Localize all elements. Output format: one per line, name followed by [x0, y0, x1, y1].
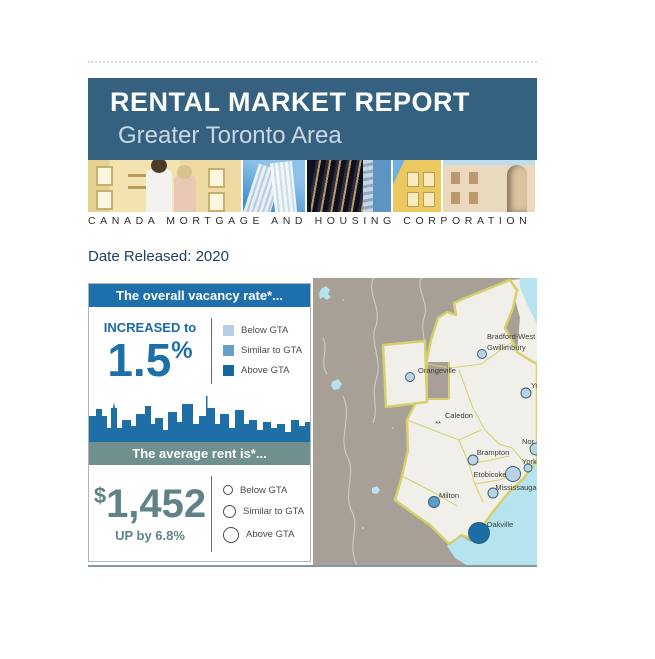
city-circle-york	[523, 463, 533, 473]
map-notch	[427, 362, 449, 399]
gta-region	[393, 278, 537, 546]
rent-legend-item: Below GTA	[223, 485, 310, 496]
city-circle-brampton	[467, 454, 479, 466]
city-label: Gwillimbury	[487, 343, 526, 352]
city-circle-oakville	[468, 522, 490, 544]
legend-circle-icon	[223, 485, 233, 495]
legend-circle-icon	[223, 526, 239, 543]
legend-divider	[211, 317, 212, 384]
photo-yellow-building	[393, 160, 441, 212]
legend-label: Above GTA	[241, 365, 290, 376]
legend-label: Below GTA	[240, 484, 288, 496]
city-label: York	[522, 457, 537, 466]
city-label: Milton	[439, 491, 459, 500]
area-labels: Caledon **	[435, 411, 473, 428]
city-label: Yo	[531, 381, 537, 390]
legend-label: Similar to GTA	[243, 505, 305, 517]
lake-simcoe	[519, 278, 537, 324]
rent-number: 1,452	[106, 482, 207, 526]
map-small-lakes	[319, 286, 380, 494]
photo-beige-building	[443, 160, 535, 212]
legend-square-icon	[223, 365, 234, 376]
vacancy-unit: %	[171, 337, 193, 364]
photo-couple-viewing-building	[88, 160, 241, 212]
rent-legend-item: Above GTA	[223, 526, 310, 543]
vacancy-legend-item: Similar to GTA	[223, 345, 310, 356]
legend-square-icon	[223, 345, 234, 356]
stats-panel: The overall vacancy rate*... INCREASED t…	[88, 283, 311, 562]
rent-legend: Below GTA Similar to GTA Above GTA	[212, 485, 310, 543]
city-circle-yo	[520, 387, 532, 399]
vacancy-value: 1.5%	[107, 337, 192, 383]
gta-map-svg: Orangeville Bradford-West Gwillimbury Yo Nor…	[313, 278, 537, 566]
city-label: Nor	[522, 437, 535, 446]
vacancy-number: 1.5	[107, 334, 172, 386]
rent-header-text: The average rent is*...	[132, 446, 267, 461]
city-markers: Orangeville Bradford-West Gwillimbury Yo Nor…	[405, 332, 537, 544]
date-released: Date Released: 2020	[88, 248, 229, 265]
report-subtitle: Greater Toronto Area	[118, 122, 342, 149]
area-label: **	[435, 419, 441, 428]
legend-circle-icon	[223, 504, 236, 518]
person-silhouette	[174, 165, 196, 212]
vacancy-change-label: INCREASED to	[103, 320, 197, 335]
top-dotted-divider	[88, 61, 537, 63]
area-label: Caledon	[445, 411, 473, 420]
city-label: Mississauga	[495, 483, 537, 492]
vacancy-legend: Below GTA Similar to GTA Above GTA	[212, 325, 310, 376]
city-circle-etobicoke	[505, 466, 521, 482]
report-title: RENTAL MARKET REPORT	[110, 87, 470, 117]
legend-label: Below GTA	[241, 325, 289, 336]
rent-currency: $	[93, 483, 107, 508]
orangeville-region	[381, 339, 429, 409]
header-band: RENTAL MARKET REPORT Greater Toronto Are…	[88, 78, 537, 160]
photo-highrise-balconies	[307, 160, 391, 212]
photo-strip	[88, 160, 537, 212]
vacancy-legend-item: Above GTA	[223, 365, 310, 376]
legend-label: Above GTA	[246, 529, 295, 540]
city-label: Oakville	[487, 520, 514, 529]
legend-divider	[211, 475, 212, 552]
city-circle-mississauga	[487, 487, 499, 499]
rent-section: $1,452 UP by 6.8% Below GTA Similar to GT…	[89, 465, 310, 562]
city-circle-milton	[428, 496, 440, 508]
rent-change-label: UP by 6.8%	[115, 528, 185, 543]
city-label: Bradford-West	[487, 332, 536, 341]
city-circle-orangeville	[405, 372, 415, 382]
city-circle-nor	[529, 442, 537, 456]
vacancy-legend-item: Below GTA	[223, 325, 310, 336]
gta-map: Orangeville Bradford-West Gwillimbury Yo Nor…	[313, 278, 537, 566]
city-label: Brampton	[477, 448, 510, 457]
city-circle-bradford-west-gwillimbury	[477, 349, 487, 359]
bottom-divider	[88, 565, 537, 567]
vacancy-header-bar: The overall vacancy rate*...	[89, 284, 310, 307]
legend-label: Similar to GTA	[241, 345, 303, 356]
city-label: Orangeville	[418, 366, 456, 375]
city-label: Etobicoke	[474, 470, 507, 479]
photo-skyscrapers	[243, 160, 305, 212]
legend-square-icon	[223, 325, 234, 336]
organization-name: CANADA MORTGAGE AND HOUSING CORPORATION	[88, 215, 532, 227]
rent-legend-item: Similar to GTA	[223, 504, 310, 518]
vacancy-header-text: The overall vacancy rate*...	[116, 288, 283, 303]
person-silhouette	[146, 160, 172, 212]
rent-header-bar: The average rent is*...	[89, 442, 310, 465]
city-skyline-graphic	[89, 396, 310, 442]
rent-value: $1,452	[94, 484, 206, 524]
vacancy-section: INCREASED to 1.5% Below GTA Similar to GT…	[89, 307, 310, 394]
